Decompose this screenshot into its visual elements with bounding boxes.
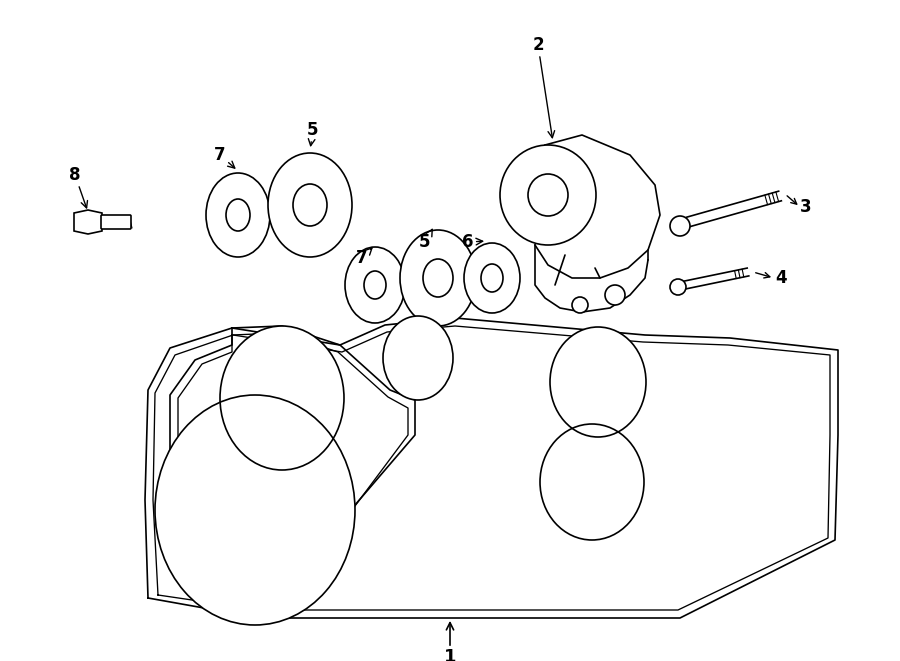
Ellipse shape [400,230,476,326]
Text: 4: 4 [775,269,787,287]
Text: 5: 5 [307,121,319,145]
Text: 5: 5 [419,229,432,251]
Ellipse shape [383,316,453,400]
Text: 2: 2 [532,36,554,137]
Ellipse shape [268,153,352,257]
Text: 8: 8 [69,166,87,208]
Ellipse shape [206,173,270,257]
Text: 3: 3 [800,198,812,216]
Polygon shape [74,210,102,234]
Ellipse shape [500,145,596,245]
Ellipse shape [345,247,405,323]
Ellipse shape [670,279,686,295]
Ellipse shape [220,326,344,470]
Text: 7: 7 [356,248,372,267]
Ellipse shape [572,297,588,313]
Text: 6: 6 [463,233,482,251]
Text: 7: 7 [214,146,235,168]
Ellipse shape [550,327,646,437]
Ellipse shape [155,395,355,625]
FancyBboxPatch shape [101,215,131,229]
Ellipse shape [540,424,644,540]
Text: 1: 1 [444,623,456,661]
Ellipse shape [670,216,690,236]
Ellipse shape [605,285,625,305]
Ellipse shape [464,243,520,313]
